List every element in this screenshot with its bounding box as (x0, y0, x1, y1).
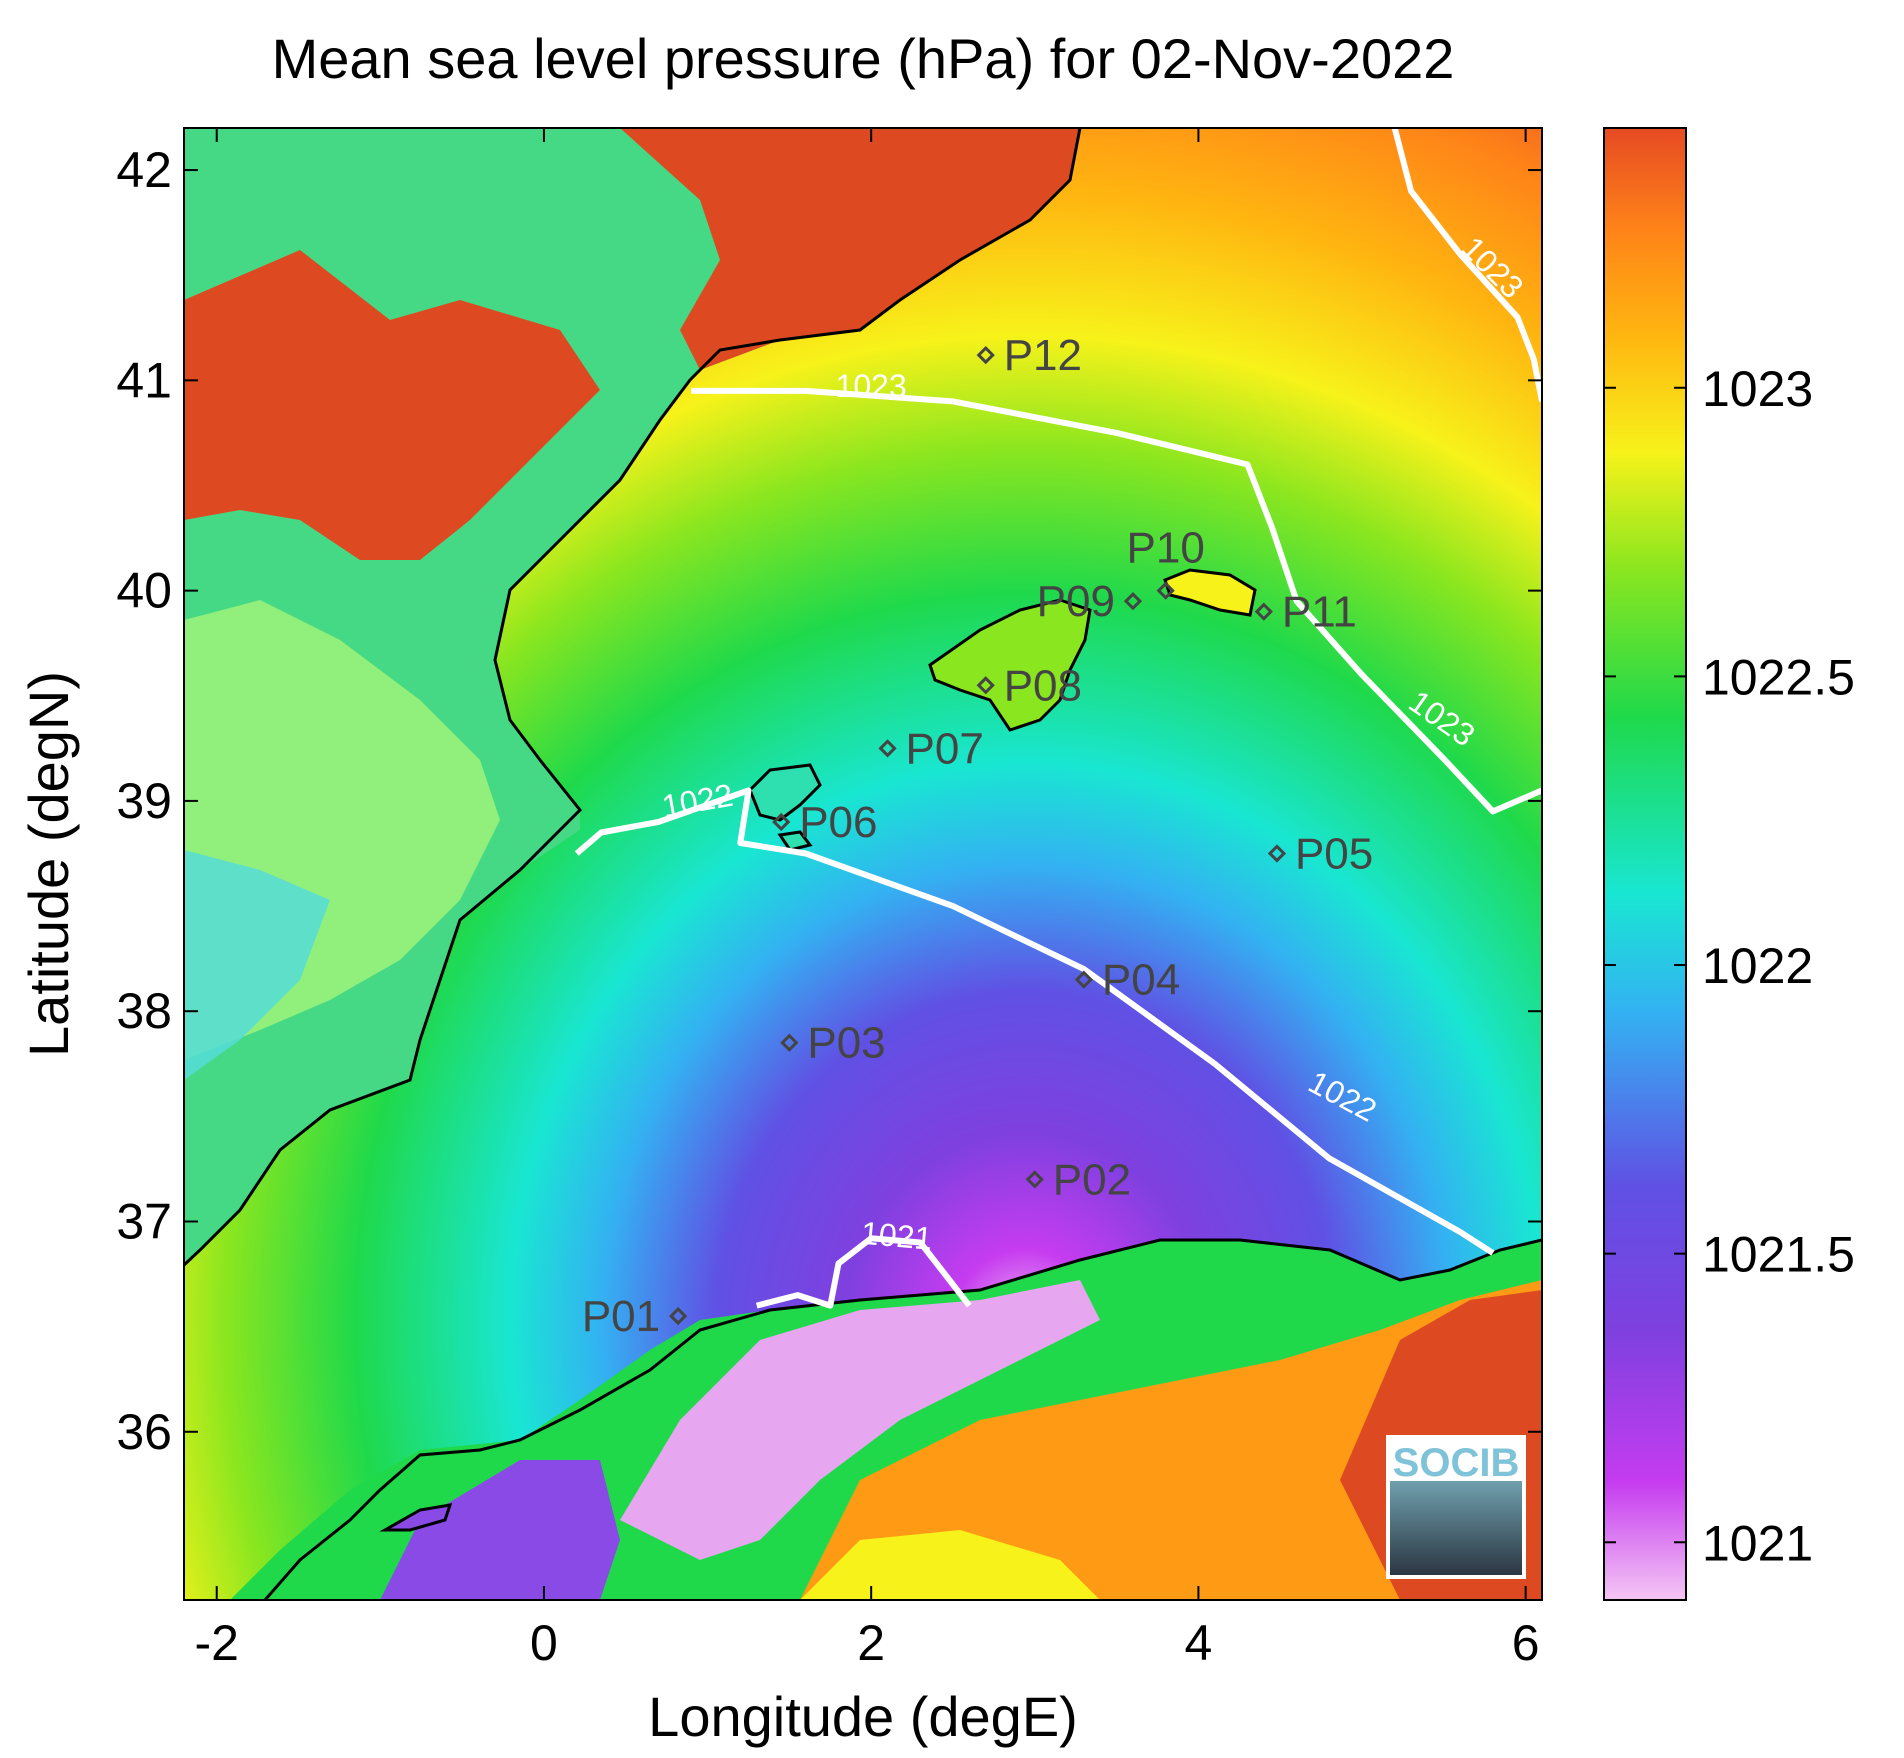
island-mallorca (928, 598, 1092, 732)
contour-line-1021 (755, 1235, 972, 1309)
island-menorca (1163, 568, 1257, 617)
station-label: P03 (807, 1019, 885, 1068)
station-marker (976, 345, 995, 365)
station-label: P01 (582, 1292, 660, 1341)
colorbar: 1021 1021.5 1022 1022.5 1023 (1603, 127, 1855, 1601)
y-tick-label: 41 (116, 352, 172, 408)
station-label: P10 (1127, 524, 1205, 573)
station-label: P05 (1295, 829, 1373, 878)
x-tick-label: 4 (1185, 1615, 1213, 1671)
station-label: P04 (1102, 956, 1180, 1005)
station-marker (878, 739, 897, 758)
y-axis-ticks: 36 37 38 39 40 41 42 (116, 142, 1542, 1460)
iberia-highlands (184, 250, 600, 560)
y-tick-label: 39 (116, 773, 172, 829)
colorbar-gradient (1603, 127, 1687, 1601)
station-marker (772, 812, 791, 832)
socib-logo-text: SOCIB (1393, 1441, 1520, 1485)
x-tick-label: 2 (857, 1615, 885, 1671)
africa-yellow-zone (800, 1530, 1100, 1600)
colorbar-ticks: 1021 1021.5 1022 1022.5 1023 (1604, 361, 1855, 1571)
colorbar-tick-label: 1021.5 (1702, 1227, 1855, 1283)
y-tick-label: 38 (116, 983, 172, 1039)
island-alboran (379, 1503, 453, 1532)
station-label: P02 (1053, 1155, 1131, 1204)
colorbar-tick-label: 1023 (1702, 361, 1813, 417)
y-tick-label: 36 (116, 1404, 172, 1460)
station-marker (1156, 581, 1175, 600)
station-label: P11 (1282, 588, 1357, 637)
iberia-coastline (184, 128, 1082, 1267)
station-marker (976, 676, 995, 695)
station-label: P09 (1037, 577, 1115, 626)
station-marker (1254, 602, 1273, 621)
x-tick-label: 6 (1512, 1615, 1540, 1671)
island-formentera (777, 830, 813, 852)
station-label: P06 (799, 798, 877, 847)
africa-orange-zone (800, 1280, 1542, 1600)
station-label: P12 (1004, 331, 1082, 380)
africa-pink-zone (620, 1280, 1100, 1560)
y-axis-label: Latitude (degN) (17, 671, 80, 1057)
station-marker (780, 1033, 799, 1052)
x-axis-ticks: -2 0 2 4 6 (194, 128, 1540, 1671)
contour-line-1023 (1391, 128, 1542, 402)
station-label: P08 (1004, 661, 1082, 710)
map-title: Mean sea level pressure (hPa) for 02-Nov… (272, 27, 1455, 90)
colorbar-tick-label: 1021 (1702, 1515, 1813, 1571)
station-label: P07 (906, 724, 984, 773)
colorbar-tick-label: 1022 (1702, 938, 1813, 994)
contour-line-1022 (574, 787, 1495, 1256)
x-tick-label: 0 (530, 1615, 558, 1671)
socib-logo: SOCIB (1386, 1435, 1526, 1579)
station-marker (668, 1306, 688, 1326)
y-tick-label: 42 (116, 142, 172, 198)
contour-label: 1021 (860, 1215, 934, 1257)
x-axis-label: Longitude (degE) (648, 1685, 1078, 1748)
iberia-coast-cyan (184, 850, 330, 1080)
station-marker (1025, 1170, 1044, 1189)
africa-purple-zone (380, 1460, 620, 1600)
station-marker (1267, 844, 1287, 863)
contour-label: 1023 (836, 368, 907, 404)
iberia-north (620, 128, 1080, 370)
contour-line-1023 (691, 387, 1542, 815)
colorbar-tick-label: 1022.5 (1702, 649, 1855, 705)
plot-frame (183, 127, 1543, 1601)
x-tick-label: -2 (194, 1615, 238, 1671)
africa-coastline (263, 1238, 1542, 1600)
station-marker (1123, 592, 1143, 611)
station-marker (1074, 970, 1094, 989)
y-tick-label: 40 (116, 563, 172, 619)
island-ibiza (748, 763, 822, 822)
y-tick-label: 37 (116, 1193, 172, 1249)
